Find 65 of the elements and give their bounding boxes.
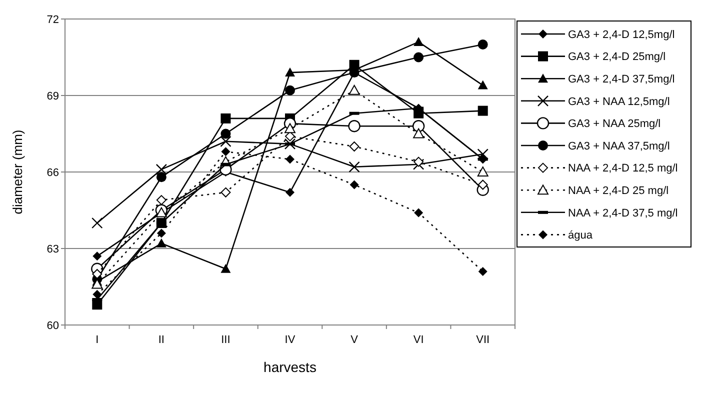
legend-label: NAA + 2,4-D 25 mg/l [568, 184, 669, 197]
x-tick-label: I [96, 334, 99, 346]
point [349, 142, 360, 152]
legend-label: GA3 + 2,4-D 37,5mg/l [568, 73, 675, 86]
point [156, 172, 166, 182]
legend-label: GA3 + 2,4-D 12,5mg/l [568, 28, 675, 41]
point [286, 154, 294, 164]
x-tick-label: II [158, 334, 164, 346]
point [92, 269, 102, 279]
y-axis-title: diameter (mm) [10, 130, 25, 214]
point [92, 252, 102, 261]
x-tick-label: VI [413, 334, 424, 346]
legend-label: GA3 + NAA 25mg/l [568, 118, 661, 130]
x-axis-title: harvests [264, 359, 316, 375]
point [477, 148, 488, 160]
y-tick-label: 72 [46, 14, 59, 26]
x-tick-label: IV [284, 334, 296, 346]
point [350, 180, 359, 190]
point [220, 128, 231, 139]
point [478, 180, 488, 190]
x-tick-label: VII [476, 334, 490, 346]
point [284, 138, 296, 150]
legend-label: NAA + 2,4-D 37,5 mg/l [568, 207, 678, 220]
point [92, 290, 102, 299]
point [412, 120, 425, 132]
y-tick-label: 69 [46, 90, 59, 102]
point [478, 266, 488, 276]
legend-label: GA3 + 2,4-D 25mg/l [568, 51, 666, 64]
point [478, 40, 488, 50]
point [156, 164, 168, 176]
y-tick-label: 66 [46, 166, 59, 179]
point [478, 80, 488, 90]
point [412, 158, 424, 170]
y-tick-label: 63 [46, 243, 59, 256]
legend-label: GA3 + NAA 37,5mg/l [568, 140, 670, 152]
point [220, 264, 231, 273]
point [220, 136, 232, 147]
legend-label: água [568, 230, 594, 242]
point [92, 278, 103, 289]
point [156, 195, 166, 206]
point [478, 106, 488, 116]
x-tick-label: V [350, 334, 359, 346]
point [414, 156, 424, 167]
point [285, 85, 295, 96]
legend-label: NAA + 2,4-D 12,5 mg/l [568, 162, 678, 175]
point [477, 166, 488, 176]
point [348, 84, 360, 95]
point [284, 123, 296, 134]
point [92, 217, 103, 229]
x-tick-label: III [221, 334, 230, 346]
point [348, 161, 360, 172]
point [285, 68, 295, 77]
point [220, 187, 231, 198]
y-tick-label: 60 [46, 320, 59, 332]
point [221, 147, 230, 156]
point [220, 113, 231, 124]
point [414, 52, 424, 62]
point [348, 120, 360, 132]
point [156, 238, 166, 248]
point [414, 208, 424, 218]
point [156, 228, 166, 238]
point [414, 36, 424, 46]
point [286, 188, 294, 197]
legend-label: GA3 + NAA 12,5mg/l [568, 96, 670, 108]
point [413, 128, 424, 138]
